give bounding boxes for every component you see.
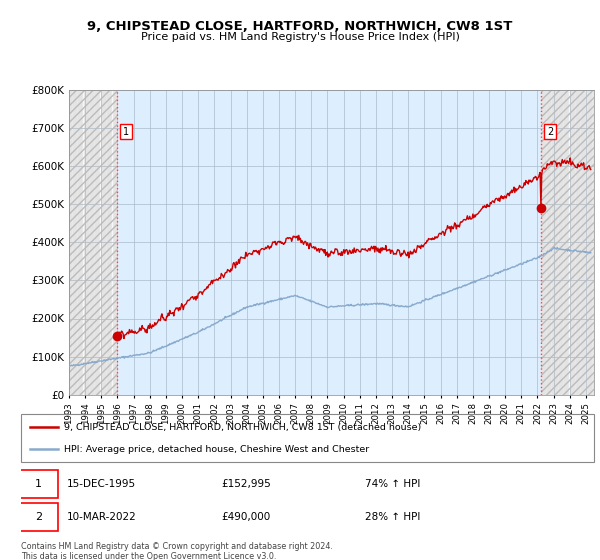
Bar <box>541 90 594 395</box>
Bar <box>76 90 77 395</box>
Bar <box>548 90 549 395</box>
Bar <box>81 90 82 395</box>
Bar <box>115 90 116 395</box>
Bar <box>83 90 85 395</box>
Text: 15-DEC-1995: 15-DEC-1995 <box>67 479 136 489</box>
Bar <box>594 90 595 395</box>
FancyBboxPatch shape <box>18 503 58 531</box>
Bar <box>562 90 563 395</box>
Bar <box>95 90 97 395</box>
Text: £152,995: £152,995 <box>221 479 271 489</box>
Text: HPI: Average price, detached house, Cheshire West and Chester: HPI: Average price, detached house, Ches… <box>64 445 369 454</box>
Bar <box>572 90 574 395</box>
Bar <box>108 90 109 395</box>
Bar <box>106 90 107 395</box>
Bar <box>555 90 556 395</box>
Bar <box>545 90 547 395</box>
Bar <box>584 90 586 395</box>
Bar <box>93 90 95 395</box>
Bar <box>74 90 75 395</box>
Bar <box>86 90 87 395</box>
Bar <box>567 90 568 395</box>
Bar <box>560 90 561 395</box>
Bar <box>69 90 70 395</box>
Bar <box>69 90 117 395</box>
Bar <box>565 90 566 395</box>
Bar <box>574 90 576 395</box>
Text: 2: 2 <box>35 512 42 522</box>
Bar <box>550 90 551 395</box>
Text: 9, CHIPSTEAD CLOSE, HARTFORD, NORTHWICH, CW8 1ST (detached house): 9, CHIPSTEAD CLOSE, HARTFORD, NORTHWICH,… <box>64 423 421 432</box>
Text: 9, CHIPSTEAD CLOSE, HARTFORD, NORTHWICH, CW8 1ST: 9, CHIPSTEAD CLOSE, HARTFORD, NORTHWICH,… <box>88 20 512 32</box>
Bar <box>98 90 100 395</box>
Bar <box>69 90 117 395</box>
Text: 1: 1 <box>35 479 41 489</box>
Bar <box>592 90 593 395</box>
Text: Price paid vs. HM Land Registry's House Price Index (HPI): Price paid vs. HM Land Registry's House … <box>140 32 460 42</box>
Bar <box>553 90 554 395</box>
Bar <box>587 90 588 395</box>
Text: 10-MAR-2022: 10-MAR-2022 <box>67 512 137 522</box>
Text: 2: 2 <box>547 127 553 137</box>
Text: Contains HM Land Registry data © Crown copyright and database right 2024.
This d: Contains HM Land Registry data © Crown c… <box>21 542 333 560</box>
Bar <box>582 90 583 395</box>
Bar <box>541 90 542 395</box>
Bar <box>103 90 104 395</box>
Bar <box>88 90 89 395</box>
Bar <box>569 90 571 395</box>
Bar <box>101 90 102 395</box>
Bar <box>541 90 594 395</box>
Bar <box>91 90 92 395</box>
Bar <box>71 90 73 395</box>
Bar <box>543 90 544 395</box>
Text: 1: 1 <box>123 127 130 137</box>
Text: 28% ↑ HPI: 28% ↑ HPI <box>365 512 420 522</box>
Bar <box>79 90 80 395</box>
Bar <box>113 90 114 395</box>
Text: 74% ↑ HPI: 74% ↑ HPI <box>365 479 420 489</box>
Bar <box>577 90 578 395</box>
Bar <box>589 90 590 395</box>
Bar <box>580 90 581 395</box>
FancyBboxPatch shape <box>18 470 58 498</box>
Bar <box>110 90 112 395</box>
Bar <box>557 90 559 395</box>
Text: £490,000: £490,000 <box>221 512 271 522</box>
